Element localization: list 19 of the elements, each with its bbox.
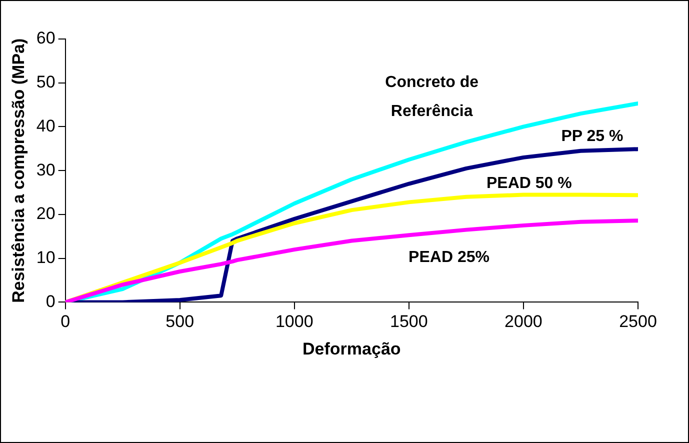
- y-tick-label: 50: [36, 72, 56, 92]
- x-tick-label: 1000: [275, 312, 314, 332]
- y-tick-label: 30: [36, 160, 56, 180]
- y-tick-label: 60: [36, 28, 56, 48]
- y-tick-label: 20: [36, 204, 56, 224]
- x-axis-title: Deformação: [302, 339, 401, 358]
- x-tick-label: 2000: [504, 312, 542, 332]
- y-tick-label: 40: [36, 116, 56, 136]
- series-label: Concreto de Referência: [385, 74, 479, 120]
- series-label: PEAD 50 %: [486, 175, 572, 192]
- y-tick-label: 10: [36, 248, 56, 268]
- series-label: PEAD 25%: [408, 248, 490, 266]
- x-tick-label: 1500: [390, 312, 428, 332]
- x-tick-label: 2500: [619, 312, 657, 332]
- series-label: PP 25 %: [561, 128, 624, 145]
- y-tick-label: 0: [46, 292, 56, 311]
- x-tick-label: 500: [166, 312, 194, 332]
- y-axis-title: Resistência a compressão (MPa): [8, 38, 28, 303]
- x-tick-label: 0: [60, 312, 70, 332]
